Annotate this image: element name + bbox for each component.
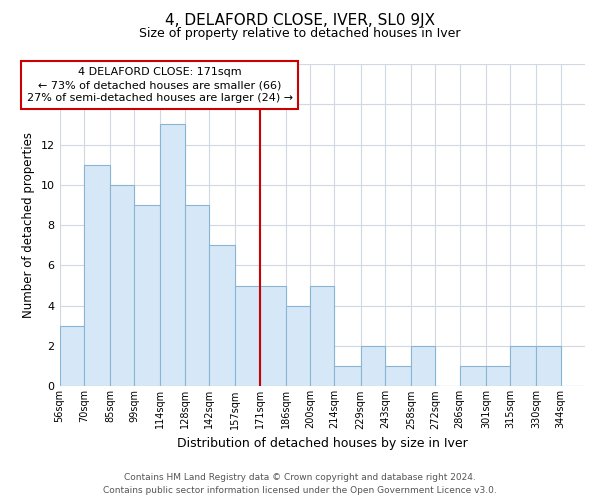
Y-axis label: Number of detached properties: Number of detached properties <box>22 132 35 318</box>
Bar <box>334 366 361 386</box>
Bar <box>84 164 110 386</box>
X-axis label: Distribution of detached houses by size in Iver: Distribution of detached houses by size … <box>177 437 467 450</box>
Text: Size of property relative to detached houses in Iver: Size of property relative to detached ho… <box>139 28 461 40</box>
Bar <box>209 246 235 386</box>
Bar <box>59 326 84 386</box>
Bar <box>536 346 560 387</box>
Bar <box>286 306 310 386</box>
Bar <box>260 286 286 386</box>
Text: 4 DELAFORD CLOSE: 171sqm
← 73% of detached houses are smaller (66)
27% of semi-d: 4 DELAFORD CLOSE: 171sqm ← 73% of detach… <box>26 67 293 104</box>
Bar <box>510 346 536 387</box>
Text: 4, DELAFORD CLOSE, IVER, SL0 9JX: 4, DELAFORD CLOSE, IVER, SL0 9JX <box>165 12 435 28</box>
Bar <box>385 366 411 386</box>
Bar <box>310 286 334 386</box>
Bar <box>460 366 486 386</box>
Bar <box>185 205 209 386</box>
Bar <box>134 205 160 386</box>
Bar <box>361 346 385 387</box>
Text: Contains HM Land Registry data © Crown copyright and database right 2024.
Contai: Contains HM Land Registry data © Crown c… <box>103 474 497 495</box>
Bar <box>110 185 134 386</box>
Bar <box>160 124 185 386</box>
Bar <box>235 286 260 386</box>
Bar <box>411 346 436 387</box>
Bar <box>486 366 510 386</box>
